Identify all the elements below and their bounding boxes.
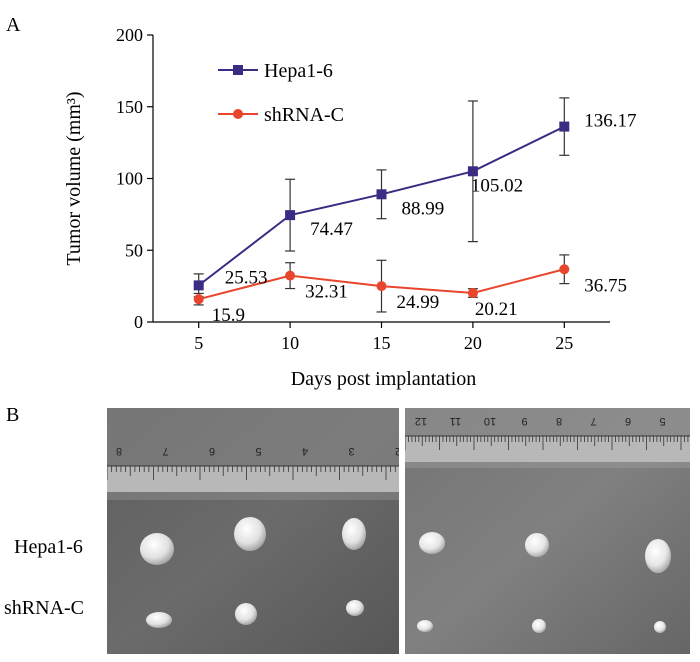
data-point xyxy=(285,270,296,281)
ruler-number: 5 xyxy=(255,445,261,457)
ruler-number: 7 xyxy=(162,445,168,457)
tumor-hepa-2 xyxy=(525,533,549,557)
data-label: 20.21 xyxy=(475,299,518,320)
legend-item: Hepa1-6 xyxy=(218,60,333,82)
tumor-photo-right: 12 11 10 9 8 7 6 5 xyxy=(405,408,690,654)
y-tick-label: 100 xyxy=(116,169,143,189)
data-label: 36.75 xyxy=(584,275,627,296)
legend-marker xyxy=(233,65,243,75)
legend-label: Hepa1-6 xyxy=(264,60,333,82)
data-label: 25.53 xyxy=(225,267,268,288)
y-tick-label: 150 xyxy=(116,97,143,117)
data-point xyxy=(467,166,478,177)
data-point xyxy=(376,281,387,292)
ruler-strip xyxy=(107,466,399,492)
data-label: 105.02 xyxy=(471,175,523,196)
series-hepa1-6 xyxy=(193,97,570,298)
data-point xyxy=(559,264,570,275)
x-tick-label: 10 xyxy=(281,333,299,353)
panel-b-label: B xyxy=(6,404,20,426)
x-tick-label: 5 xyxy=(194,333,203,353)
ruler-number: 8 xyxy=(556,415,562,427)
tumor-photo-left: 8 7 6 5 4 3 2 xyxy=(107,408,399,654)
data-point xyxy=(559,121,570,132)
x-tick-label: 25 xyxy=(555,333,573,353)
data-point xyxy=(193,294,204,305)
chart-axes: 0 50 100 150 200 5 10 15 20 25 Days post implantat… xyxy=(63,25,610,390)
ruler-strip xyxy=(405,436,690,462)
tumor-shrna-3 xyxy=(654,621,666,633)
y-tick-label: 50 xyxy=(125,240,143,260)
data-point xyxy=(285,210,296,221)
tumor-shrna-1 xyxy=(146,612,172,628)
ruler-number: 6 xyxy=(625,415,631,427)
tumor-volume-chart: 0 50 100 150 200 5 10 15 20 25 Days post implantat… xyxy=(63,25,637,390)
y-axis-label: Tumor volume (mm³) xyxy=(63,91,85,265)
tumor-shrna-3 xyxy=(346,600,364,616)
ruler-number: 4 xyxy=(302,445,308,457)
ruler-number: 10 xyxy=(484,415,496,427)
ruler-number: 12 xyxy=(415,415,427,427)
data-label: 74.47 xyxy=(310,219,353,240)
chart-series-layer xyxy=(193,97,570,313)
chart-data-labels: 25.53 74.47 88.99 105.02 136.17 15.9 32.31 24.9… xyxy=(212,111,637,327)
data-label: 88.99 xyxy=(402,198,445,219)
legend-item: shRNA-C xyxy=(218,104,344,126)
y-tick-label: 200 xyxy=(116,25,143,45)
ruler-number: 9 xyxy=(521,415,527,427)
data-label: 24.99 xyxy=(397,292,440,313)
ruler-number: 7 xyxy=(590,415,596,427)
data-point xyxy=(193,280,204,291)
data-label: 15.9 xyxy=(212,305,245,326)
panel-a-label: A xyxy=(6,14,21,36)
legend-label: shRNA-C xyxy=(264,104,344,126)
y-tick-label: 0 xyxy=(134,312,143,332)
x-axis-label: Days post implantation xyxy=(291,368,477,390)
tumor-shrna-2 xyxy=(235,603,257,625)
ruler-number: 11 xyxy=(450,415,461,427)
tumor-shrna-1 xyxy=(417,620,433,632)
ruler-number: 6 xyxy=(209,445,215,457)
ruler-number: 8 xyxy=(116,445,122,457)
tumor-hepa-3 xyxy=(342,518,366,550)
tumor-shrna-2 xyxy=(532,619,546,633)
legend-marker xyxy=(233,109,243,119)
tumor-hepa-1 xyxy=(140,533,174,565)
tumor-hepa-1 xyxy=(419,532,445,554)
row-label-shrna: shRNA-C xyxy=(4,597,85,619)
data-point xyxy=(467,287,478,298)
x-tick-label: 15 xyxy=(373,333,391,353)
chart-legend: Hepa1-6 shRNA-C xyxy=(218,60,344,126)
tumor-hepa-3 xyxy=(645,539,671,573)
data-label: 32.31 xyxy=(305,282,348,303)
ruler-ticks-right: 12 11 10 9 8 7 6 5 xyxy=(405,415,690,462)
ruler-number: 5 xyxy=(659,415,665,427)
ruler-ticks-left: 8 7 6 5 4 3 2 xyxy=(107,445,399,492)
tumor-hepa-2 xyxy=(234,517,266,551)
x-tick-label: 20 xyxy=(464,333,482,353)
series-shrna-c xyxy=(193,254,570,313)
ruler-number: 3 xyxy=(348,445,354,457)
data-label: 136.17 xyxy=(584,111,636,132)
data-point xyxy=(376,189,387,200)
ruler-number: 2 xyxy=(395,445,399,457)
row-label-hepa: Hepa1-6 xyxy=(14,536,83,558)
